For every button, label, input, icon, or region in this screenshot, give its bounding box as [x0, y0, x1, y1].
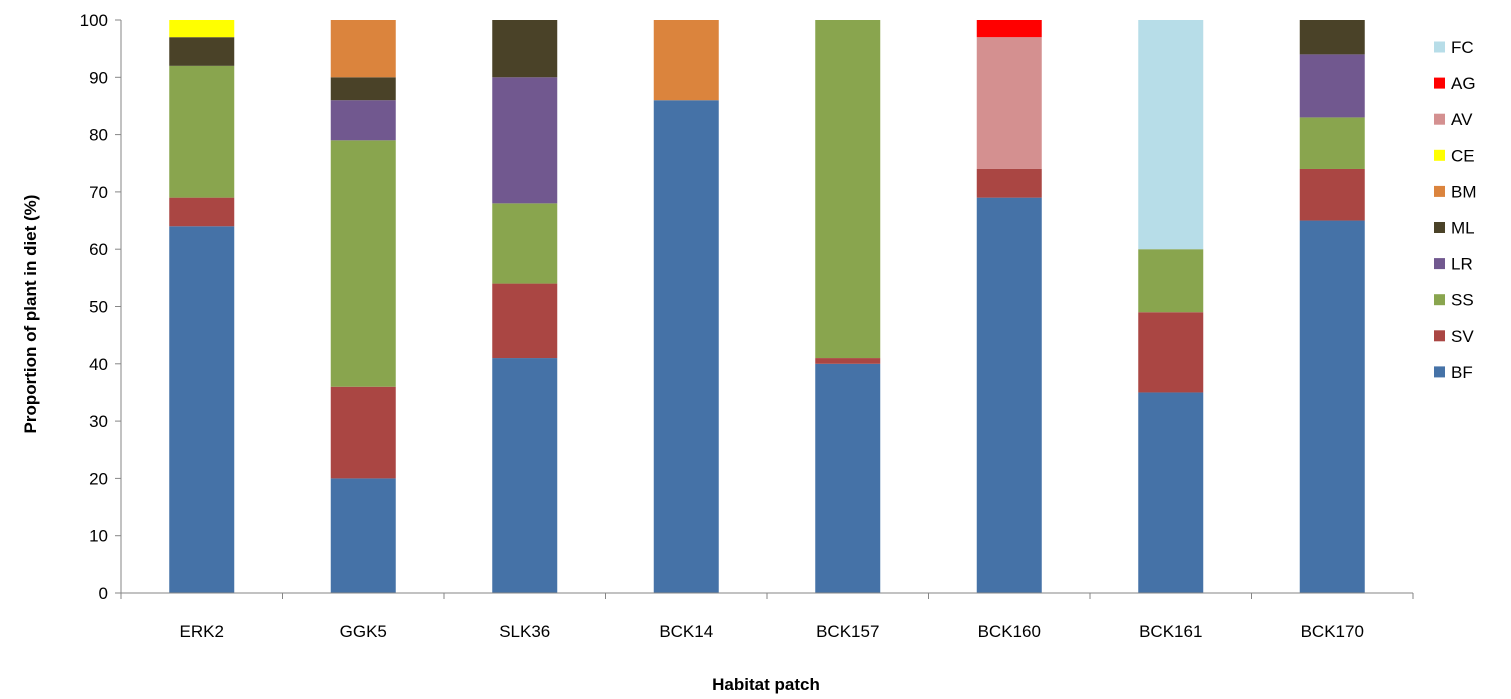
bar-segment-ss-slk36 [492, 203, 558, 284]
bar-segment-lr-slk36 [492, 77, 558, 204]
y-tick-label: 60 [89, 240, 108, 259]
bar-segment-sv-erk2 [169, 197, 235, 227]
legend-swatch-lr [1434, 258, 1445, 270]
bar-segment-fc-bck161 [1138, 20, 1204, 250]
y-tick-label: 20 [89, 469, 108, 488]
x-tick-label: GGK5 [340, 622, 387, 641]
y-axis-title: Proportion of plant in diet (%) [21, 195, 40, 434]
bar-segment-ml-slk36 [492, 20, 558, 78]
x-tick-label: BCK170 [1301, 622, 1364, 641]
bar-segment-sv-ggk5 [330, 386, 396, 479]
legend-label-bm: BM [1451, 182, 1477, 201]
legend-swatch-ag [1434, 77, 1445, 89]
bar-segment-ml-ggk5 [330, 77, 396, 101]
bar-area [169, 20, 1365, 594]
bar-segment-sv-slk36 [492, 283, 558, 359]
x-tick-label: BCK161 [1139, 622, 1202, 641]
y-tick-label: 0 [99, 584, 108, 603]
bar-segment-bf-slk36 [492, 358, 558, 593]
bar-segment-lr-bck170 [1299, 54, 1365, 118]
bar-segment-lr-ggk5 [330, 100, 396, 141]
bar-segment-bm-bck14 [653, 20, 719, 101]
x-tick-label: BCK14 [659, 622, 713, 641]
legend-label-ce: CE [1451, 146, 1475, 165]
y-tick-label: 70 [89, 183, 108, 202]
bar-segment-ss-erk2 [169, 65, 235, 198]
bar-segment-bm-ggk5 [330, 20, 396, 78]
legend-label-ml: ML [1451, 219, 1475, 238]
legend-label-av: AV [1451, 110, 1473, 129]
legend-label-ss: SS [1451, 291, 1474, 310]
legend-swatch-fc [1434, 41, 1445, 53]
bar-segment-ce-erk2 [169, 20, 235, 38]
bar-segment-bf-bck157 [815, 363, 881, 593]
legend-label-ag: AG [1451, 74, 1476, 93]
bar-segment-sv-bck170 [1299, 168, 1365, 221]
bar-segment-bf-bck160 [976, 197, 1042, 593]
x-tick-label: BCK157 [816, 622, 879, 641]
y-tick-label: 100 [80, 11, 108, 30]
legend-swatch-av [1434, 113, 1445, 125]
bar-segment-bf-bck14 [653, 100, 719, 593]
bar-segment-ml-erk2 [169, 37, 235, 66]
legend-label-fc: FC [1451, 38, 1474, 57]
legend-label-bf: BF [1451, 363, 1473, 382]
bar-segment-ss-bck157 [815, 20, 881, 359]
tick-labels: 0 10 20 30 40 50 60 70 80 90 100 ERK2 GGK5 SLK36 BCK14… [80, 11, 1364, 641]
y-tick-label: 80 [89, 126, 108, 145]
bar-segment-sv-bck161 [1138, 312, 1204, 393]
bar-segment-ag-bck160 [976, 20, 1042, 38]
bar-segment-bf-ggk5 [330, 478, 396, 593]
legend-swatch-ml [1434, 222, 1445, 233]
legend-swatch-ce [1434, 149, 1445, 161]
legend-swatch-ss [1434, 294, 1445, 306]
bar-segment-bf-bck170 [1299, 220, 1365, 594]
y-tick-label: 30 [89, 412, 108, 431]
bar-segment-bf-bck161 [1138, 392, 1204, 593]
legend-swatch-bm [1434, 185, 1445, 197]
legend-swatch-bf [1434, 366, 1445, 378]
bar-segment-ss-bck170 [1299, 117, 1365, 169]
x-axis-title: Habitat patch [712, 675, 820, 694]
y-tick-label: 90 [89, 68, 108, 87]
y-tick-label: 10 [89, 527, 108, 546]
y-tick-label: 40 [89, 355, 108, 374]
bar-segment-ss-ggk5 [330, 140, 396, 387]
legend-label-lr: LR [1451, 255, 1473, 274]
x-tick-label: ERK2 [180, 622, 224, 641]
legend-label-sv: SV [1451, 327, 1474, 346]
x-tick-label: SLK36 [499, 622, 550, 641]
axes [115, 19, 1414, 599]
bar-segment-ss-bck161 [1138, 249, 1204, 313]
bar-segment-av-bck160 [976, 37, 1042, 169]
bar-segment-sv-bck160 [976, 168, 1042, 198]
y-tick-label: 50 [89, 298, 108, 317]
x-tick-label: BCK160 [978, 622, 1041, 641]
legend: FC AG AV CE BM ML LR SS SV BF [1434, 38, 1477, 382]
legend-swatch-sv [1434, 330, 1445, 342]
bar-segment-sv-bck157 [815, 358, 881, 364]
bar-segment-bf-erk2 [169, 226, 235, 593]
bar-segment-ml-bck170 [1299, 20, 1365, 55]
